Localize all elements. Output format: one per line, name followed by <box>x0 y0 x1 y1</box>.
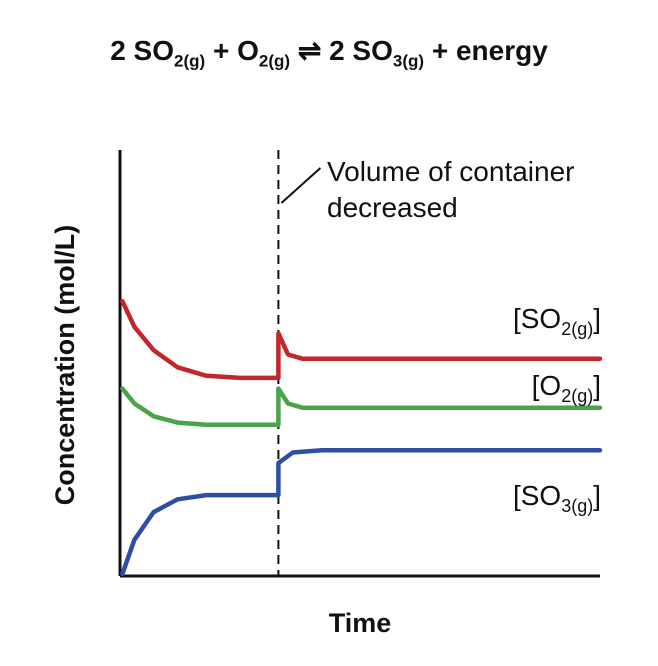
equation-so2-coef: 2 SO <box>110 35 174 66</box>
series-line-so3 <box>120 448 603 577</box>
series-label-so3: [SO3(g)] <box>513 480 601 516</box>
reaction-equation: 2 SO2(g) + O2(g) ⇌ 2 SO3(g) + energy <box>0 34 658 72</box>
series-label-so2: [SO2(g)] <box>513 303 601 339</box>
equation-so3-sub: 3(g) <box>392 51 425 71</box>
series-lines <box>120 298 603 577</box>
series-line-so2 <box>120 298 603 381</box>
y-axis-title: Concentration (mol/L) <box>50 225 80 505</box>
equation-so2-sub: 2(g) <box>174 51 206 71</box>
annotation-leader <box>280 167 322 204</box>
annotation-text: decreased <box>327 192 458 223</box>
annotation-text: Volume of container <box>327 156 575 187</box>
equation-o2-sub: 2(g) <box>258 51 291 71</box>
equation-so3-coef: 2 SO <box>329 35 393 66</box>
series-line-o2 <box>120 386 603 428</box>
x-axis-title: Time <box>329 608 392 638</box>
chart-labels: Time Concentration (mol/L) Volume of conta… <box>50 156 601 638</box>
equation-energy: + energy <box>424 35 548 66</box>
equation-o2: + O <box>205 35 259 66</box>
series-label-o2: [O2(g)] <box>532 370 601 406</box>
equilibrium-arrow: ⇌ <box>290 35 330 66</box>
